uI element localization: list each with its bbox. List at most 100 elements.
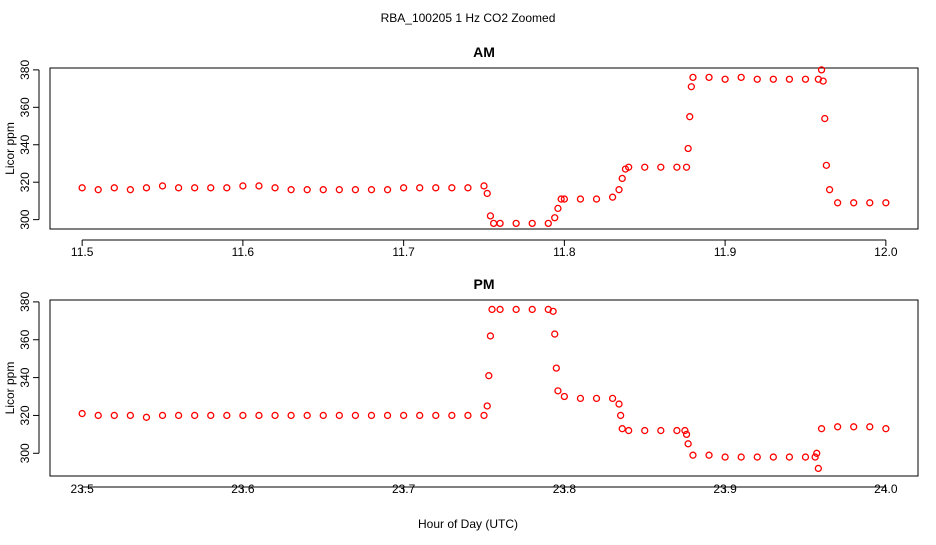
data-point	[813, 449, 821, 457]
plot-frame	[49, 67, 919, 230]
data-point	[512, 219, 520, 228]
data-point	[618, 174, 626, 183]
data-point	[560, 392, 569, 401]
panel-title: AM	[473, 44, 495, 60]
data-point	[110, 184, 118, 192]
data-point	[271, 184, 279, 192]
data-point	[126, 411, 135, 420]
figure-xlabel: Hour of Day (UTC)	[418, 517, 518, 531]
x-tick-label: 23.7	[392, 482, 416, 496]
data-point	[801, 453, 810, 461]
data-point	[485, 372, 493, 380]
data-point	[480, 411, 488, 420]
data-point	[850, 423, 858, 431]
data-point	[303, 186, 311, 194]
data-point	[721, 75, 729, 83]
data-point	[223, 411, 231, 420]
data-point	[560, 195, 569, 203]
data-point	[608, 394, 617, 403]
data-point	[615, 400, 623, 408]
data-point	[819, 77, 827, 85]
data-point	[174, 184, 183, 192]
data-point	[625, 163, 633, 171]
data-point	[448, 411, 456, 420]
data-point	[158, 182, 167, 190]
data-point	[616, 411, 625, 420]
data-point	[142, 413, 151, 421]
data-point	[78, 409, 86, 418]
y-axis-label: Licor ppm	[3, 362, 17, 415]
data-point	[383, 411, 392, 420]
data-point	[817, 66, 826, 74]
data-point	[191, 411, 199, 420]
figure-title: RBA_100205 1 Hz CO2 Zoomed	[381, 11, 556, 25]
data-point	[126, 186, 135, 194]
data-point	[207, 184, 215, 192]
x-tick-label: 11.7	[392, 245, 415, 259]
data-point	[833, 199, 842, 207]
data-point	[825, 186, 834, 194]
data-point	[866, 199, 874, 207]
data-point	[681, 426, 689, 435]
x-tick-label: 24.0	[874, 482, 898, 496]
data-point	[486, 332, 495, 340]
data-point	[557, 195, 565, 203]
data-point	[489, 219, 498, 228]
x-tick-label: 11.6	[232, 245, 255, 259]
data-point	[544, 219, 552, 228]
data-point	[769, 75, 777, 83]
data-point	[673, 163, 681, 171]
data-point	[850, 199, 858, 207]
data-point	[785, 453, 794, 461]
data-point	[480, 182, 488, 190]
data-point	[448, 184, 456, 192]
data-point	[488, 305, 496, 314]
data-point	[737, 73, 745, 82]
data-point	[287, 411, 295, 420]
data-point	[239, 182, 247, 190]
data-point	[271, 411, 279, 420]
y-tick-label: 340	[18, 134, 32, 154]
panel-title: PM	[474, 276, 495, 292]
data-point	[512, 305, 520, 314]
data-point	[78, 184, 86, 192]
y-tick-label: 360	[18, 97, 32, 117]
data-point	[689, 73, 697, 82]
y-axis-label: Licor ppm	[3, 122, 17, 175]
data-point	[673, 426, 681, 435]
data-point	[737, 453, 745, 461]
data-point	[483, 189, 491, 198]
data-point	[682, 430, 691, 439]
data-point	[785, 75, 794, 83]
x-tick-label: 23.6	[231, 482, 255, 496]
data-point	[684, 144, 692, 153]
y-tick-label: 320	[18, 172, 32, 192]
data-point	[811, 453, 819, 461]
data-point	[335, 186, 343, 194]
data-point	[753, 75, 761, 83]
x-tick-label: 11.5	[71, 245, 94, 259]
data-point	[769, 453, 777, 461]
data-point	[625, 426, 633, 435]
data-point	[191, 184, 199, 192]
data-point	[416, 184, 424, 192]
data-point	[817, 425, 826, 433]
data-point	[618, 425, 626, 433]
data-point	[576, 195, 585, 203]
data-point	[657, 426, 665, 435]
data-point	[866, 423, 874, 431]
data-point	[608, 193, 617, 201]
data-point	[367, 411, 376, 420]
panel-pm: PM 23.5 23.6 23.7 23.8 23.9 24.0 300 320 340 360 38…	[3, 276, 919, 496]
data-point	[592, 195, 601, 203]
data-point	[464, 184, 472, 192]
x-tick-label: 11.9	[714, 245, 737, 259]
data-point	[496, 219, 504, 228]
data-point	[239, 411, 247, 420]
data-point	[682, 163, 691, 171]
y-tick-label: 300	[18, 209, 32, 229]
data-point	[753, 453, 761, 461]
data-point	[319, 411, 327, 420]
